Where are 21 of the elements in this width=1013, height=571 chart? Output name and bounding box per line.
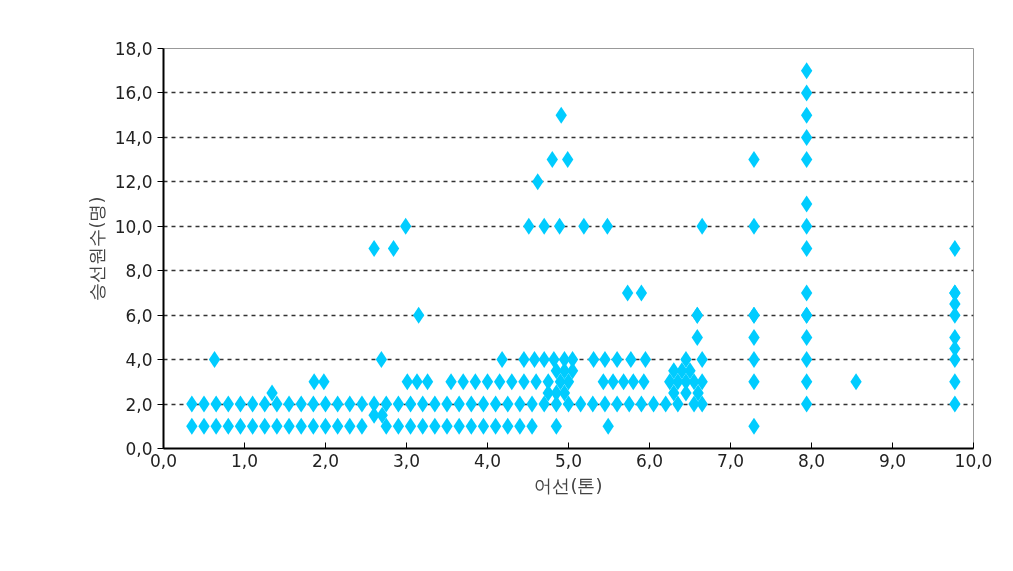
y-tick-label: 12,0	[114, 172, 153, 193]
x-tick-label: 10,0	[954, 450, 993, 471]
y-tick-label: 8,0	[125, 261, 153, 282]
x-tick-label: 5,0	[554, 450, 583, 471]
y-tick-label: 4,0	[125, 350, 153, 371]
x-tick-label: 7,0	[716, 450, 745, 471]
x-tick-label: 1,0	[230, 450, 259, 471]
y-tick-label: 14,0	[114, 127, 153, 148]
y-axis-title: 승선원수(명)	[85, 196, 107, 301]
x-axis-title: 어선(톤)	[534, 474, 603, 496]
y-tick-label: 18,0	[114, 39, 153, 59]
y-tick-label: 2,0	[125, 394, 153, 415]
x-tick-label: 6,0	[635, 450, 664, 471]
y-tick-label: 6,0	[125, 305, 153, 326]
x-tick-label: 3,0	[392, 450, 421, 471]
y-tick-label: 10,0	[114, 216, 153, 237]
x-tick-label: 8,0	[797, 450, 826, 471]
x-tick-label: 4,0	[473, 450, 502, 471]
x-tick-label: 2,0	[311, 450, 340, 471]
x-tick-label: 9,0	[878, 450, 907, 471]
y-tick-label: 16,0	[114, 83, 153, 104]
